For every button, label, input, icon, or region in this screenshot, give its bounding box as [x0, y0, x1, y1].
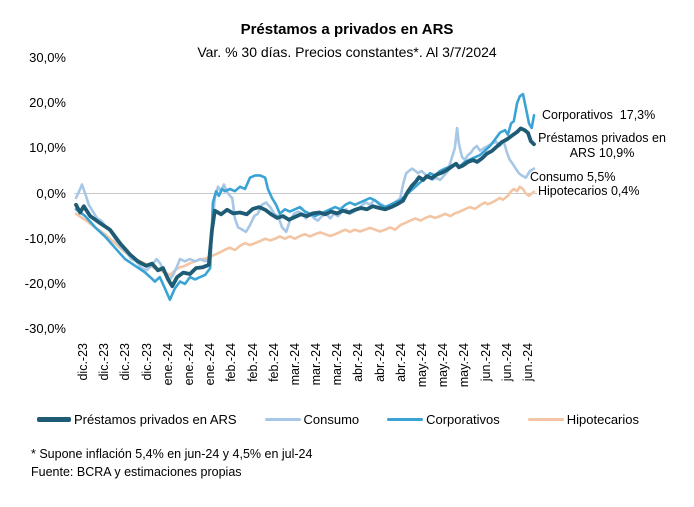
x-tick-label: ene.-24 — [181, 343, 196, 386]
x-tick-label: ene.-24 — [203, 343, 218, 386]
legend-item-prestamos: Préstamos privados en ARS — [37, 412, 237, 427]
x-tick-label: mar.-24 — [330, 343, 345, 386]
x-tick-label: may.-24 — [457, 343, 472, 388]
series-line-hipotecarios — [74, 185, 536, 277]
x-tick-label: may.-24 — [436, 343, 451, 388]
annotation-corporativos: Corporativos 17,3% — [542, 108, 656, 122]
x-tick-label: ene.-24 — [160, 343, 175, 386]
footnote-source: Fuente: BCRA y estimaciones propias — [31, 465, 242, 479]
legend-label-prestamos: Préstamos privados en ARS — [74, 412, 237, 427]
x-tick-label: feb.-24 — [266, 343, 281, 382]
legend-label-corporativos: Corporativos — [426, 412, 500, 427]
x-tick-label: dic.-23 — [97, 343, 112, 381]
series-line-corporativos — [74, 92, 536, 302]
y-tick-label: 30,0% — [29, 49, 66, 65]
series-line-consumo — [74, 126, 536, 281]
series-line-prestamos — [74, 126, 536, 289]
legend-item-corporativos: Corporativos — [387, 412, 500, 427]
x-tick-label: abr.-24 — [372, 343, 387, 382]
legend-label-hipotecarios: Hipotecarios — [566, 412, 639, 427]
legend: Préstamos privados en ARS Consumo Corpor… — [37, 412, 639, 427]
x-tick-label: mar.-24 — [309, 343, 324, 386]
x-tick-label: feb.-24 — [224, 343, 239, 382]
x-tick-label: feb.-24 — [245, 343, 260, 382]
y-tick-label: 10,0% — [29, 140, 66, 156]
x-tick-label: dic.-23 — [76, 343, 90, 381]
x-tick-label: dic.-23 — [118, 343, 133, 381]
footnote-inflation: * Supone inflación 5,4% en jun-24 y 4,5%… — [31, 447, 313, 461]
legend-label-consumo: Consumo — [303, 412, 360, 427]
line-swatch-corporativos-icon — [387, 417, 424, 422]
x-tick-label: abr.-24 — [351, 343, 366, 382]
annotation-hipotecarios: Hipotecarios 0,4% — [538, 184, 640, 198]
y-tick-label: -20,0% — [24, 275, 66, 291]
annotation-consumo: Consumo 5,5% — [530, 170, 616, 184]
y-tick-label: 0,0% — [36, 185, 66, 201]
x-tick-label: abr.-24 — [393, 343, 408, 382]
annotation-prestamos: Préstamos privados en ARS 10,9% — [538, 131, 666, 161]
x-tick-label: jun.-24 — [520, 343, 535, 382]
x-tick-label: jun.-24 — [478, 343, 493, 382]
legend-item-hipotecarios: Hipotecarios — [527, 412, 639, 427]
y-tick-label: -30,0% — [24, 321, 66, 337]
legend-item-consumo: Consumo — [264, 412, 360, 427]
y-tick-label: 20,0% — [29, 95, 66, 111]
x-tick-label: mar.-24 — [287, 343, 302, 386]
x-tick-label: jun.-24 — [499, 343, 514, 382]
line-swatch-consumo-icon — [264, 417, 301, 422]
x-tick-label: dic.-23 — [139, 343, 154, 381]
x-tick-label: may.-24 — [415, 343, 430, 388]
line-swatch-prestamos-icon — [37, 417, 71, 422]
chart-subtitle: Var. % 30 días. Precios constantes*. Al … — [197, 44, 497, 60]
y-tick-label: -10,0% — [24, 230, 66, 246]
chart-title: Préstamos a privados en ARS — [240, 21, 454, 38]
line-swatch-hipotecarios-icon — [527, 417, 564, 422]
